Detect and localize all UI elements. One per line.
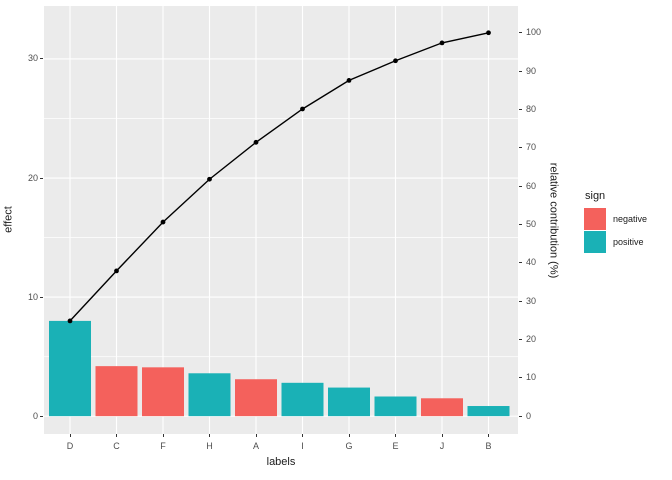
x-axis-tick-label: H xyxy=(206,441,213,451)
right-axis-tick-label: 40 xyxy=(526,257,537,268)
legend-swatch-positive xyxy=(584,231,606,253)
x-axis-tick-label: B xyxy=(485,441,492,451)
x-axis-tick-mark xyxy=(395,434,396,437)
bar-F xyxy=(142,367,184,417)
x-axis-tick-label: D xyxy=(66,441,74,451)
right-axis-tick-mark xyxy=(519,147,522,149)
x-axis-tick-label: I xyxy=(301,441,304,451)
y-axis-tick-mark xyxy=(40,296,43,298)
right-axis-tick-mark xyxy=(519,70,522,72)
right-axis-tick-mark xyxy=(519,338,522,340)
right-axis-tick-mark xyxy=(519,108,522,110)
cumulative-point-F xyxy=(160,219,166,225)
right-axis-tick-label: 80 xyxy=(526,103,537,114)
y-axis-title-left: effect xyxy=(2,206,15,233)
bar-B xyxy=(467,406,510,417)
right-axis-tick-mark xyxy=(519,185,522,187)
x-axis-tick-mark xyxy=(209,434,210,437)
x-axis-tick-label: F xyxy=(160,441,166,451)
legend-title: sign xyxy=(585,190,606,202)
bar-G xyxy=(328,387,370,417)
right-axis-tick-label: 0 xyxy=(526,410,532,421)
cumulative-point-D xyxy=(67,318,73,324)
bar-A xyxy=(235,379,277,417)
right-axis-tick-label: 100 xyxy=(526,27,542,38)
y-axis-tick-mark xyxy=(40,177,43,179)
right-axis-tick-label: 20 xyxy=(526,333,537,344)
right-axis-tick-mark xyxy=(519,377,522,379)
right-axis-tick-mark xyxy=(519,300,522,302)
x-axis-tick-mark xyxy=(348,434,350,437)
y-axis-tick-label: 0 xyxy=(32,410,38,421)
bar-J xyxy=(421,398,463,417)
plot-area-svg xyxy=(44,6,518,434)
cumulative-line xyxy=(69,32,489,322)
x-axis-tick-mark xyxy=(116,434,117,437)
y-axis-tick-mark xyxy=(40,415,43,417)
legend-item-positive: positive xyxy=(584,231,647,253)
y-axis-title-right: relative contribution (%) xyxy=(547,162,560,279)
right-axis-tick-mark xyxy=(519,262,522,264)
cumulative-point-I xyxy=(300,106,305,112)
bar-I xyxy=(281,382,324,417)
cumulative-point-J xyxy=(439,40,445,46)
legend-item-label: positive xyxy=(613,237,644,247)
right-axis-tick-label: 60 xyxy=(526,180,537,191)
cumulative-point-A xyxy=(253,139,259,145)
cumulative-point-G xyxy=(346,78,352,83)
legend-swatch-negative xyxy=(584,208,606,230)
x-axis-tick-mark xyxy=(302,434,303,437)
right-axis-tick-label: 90 xyxy=(526,65,537,76)
x-axis-tick-mark xyxy=(488,434,489,437)
legend-item-negative: negative xyxy=(584,208,647,230)
x-axis-tick-label: C xyxy=(113,441,120,451)
y-axis-tick-mark xyxy=(40,58,43,60)
x-axis-tick-mark xyxy=(441,434,443,437)
cumulative-point-C xyxy=(114,268,119,274)
x-axis-tick-label: A xyxy=(252,441,259,451)
right-axis-tick-label: 30 xyxy=(526,295,537,306)
legend-item-label: negative xyxy=(613,214,648,224)
right-axis-tick-label: 10 xyxy=(526,372,537,383)
right-axis-tick-label: 50 xyxy=(526,218,537,229)
cumulative-point-E xyxy=(393,58,398,64)
cumulative-point-H xyxy=(207,176,212,182)
bar-D xyxy=(49,320,91,417)
x-axis-tick-mark xyxy=(69,434,71,437)
legend-items: negative positive xyxy=(584,208,647,253)
x-axis-tick-mark xyxy=(255,434,257,437)
x-axis-tick-label: E xyxy=(392,441,399,451)
y-axis-tick-label: 20 xyxy=(27,172,38,183)
y-axis-tick-label: 30 xyxy=(27,53,38,64)
bar-H xyxy=(188,373,231,417)
x-axis-tick-label: G xyxy=(345,441,353,451)
right-axis-tick-mark xyxy=(519,415,522,417)
cumulative-point-B xyxy=(486,30,491,36)
x-axis-title: labels xyxy=(266,456,296,468)
y-axis-tick-label: 10 xyxy=(27,291,38,302)
x-axis-tick-label: J xyxy=(439,441,445,451)
right-axis-tick-mark xyxy=(519,32,522,34)
plot-panel xyxy=(44,6,518,434)
right-axis-tick-label: 70 xyxy=(526,142,537,153)
bar-C xyxy=(95,366,138,417)
bar-E xyxy=(374,396,417,417)
right-axis-tick-mark xyxy=(519,223,522,225)
legend: sign negative positive xyxy=(584,190,647,254)
x-axis-tick-mark xyxy=(162,434,164,437)
